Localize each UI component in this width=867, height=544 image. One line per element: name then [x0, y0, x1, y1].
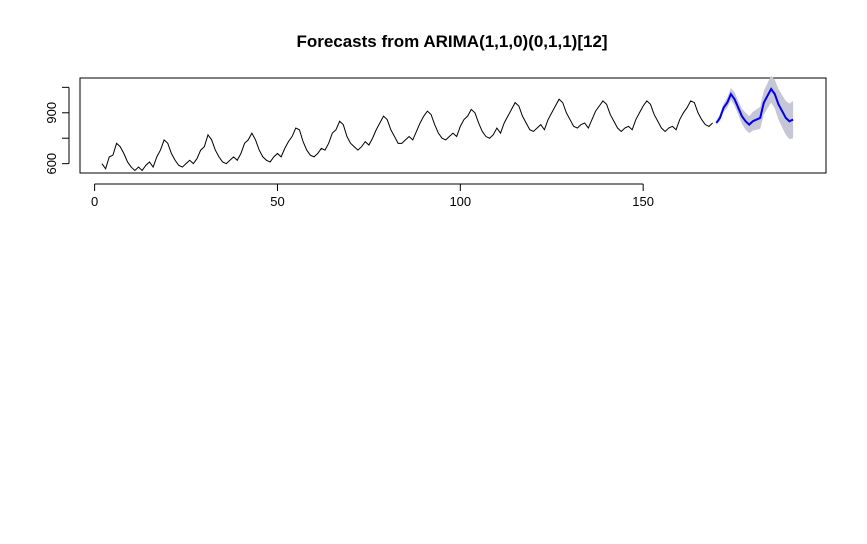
x-axis: 0 50 100 150: [91, 183, 654, 209]
x-tick-label: 150: [632, 194, 654, 209]
prediction-interval-layer: [716, 75, 794, 140]
y-axis: 600 900: [44, 86, 70, 175]
y-tick-label: 600: [44, 153, 59, 175]
plot-frame: [79, 77, 827, 174]
x-tick-label: 50: [270, 194, 284, 209]
chart-title: Forecasts from ARIMA(1,1,0)(0,1,1)[12]: [296, 32, 607, 51]
y-tick-label: 900: [44, 102, 59, 124]
x-tick-label: 0: [91, 194, 98, 209]
prediction-interval-band: [716, 75, 794, 140]
history-series-layer: [101, 98, 713, 172]
forecast-series-layer: [715, 87, 794, 127]
forecast-series-line: [715, 87, 794, 127]
x-tick-label: 100: [449, 194, 471, 209]
history-series-line: [101, 98, 713, 172]
